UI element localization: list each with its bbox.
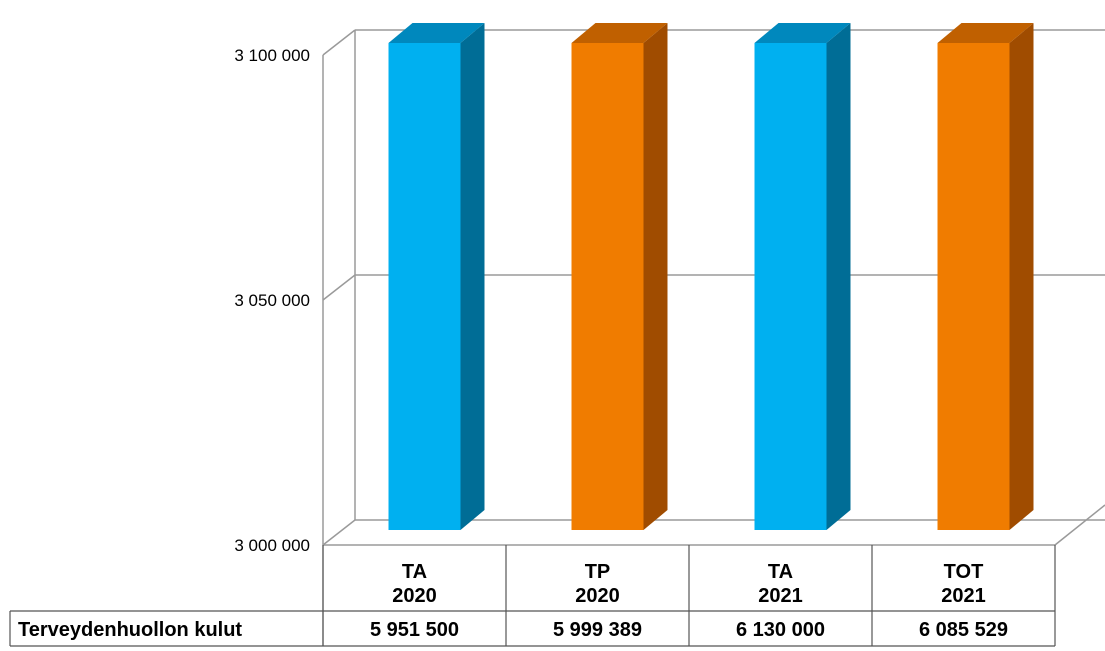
data-table-value: 6 130 000 <box>736 619 825 641</box>
series-name-label: Terveydenhuollon kulut <box>18 619 242 641</box>
data-table-value: 5 951 500 <box>370 619 459 641</box>
floor-right-edge <box>1054 504 1105 546</box>
x-category-label: TA 2020 <box>392 561 437 607</box>
bar-side <box>460 23 485 530</box>
gridline-depth <box>322 274 356 301</box>
y-tick-label: 3 100 000 <box>234 46 310 65</box>
y-tick-label: 3 000 000 <box>234 536 310 555</box>
x-category-label: TA 2021 <box>758 561 803 607</box>
gridline-depth <box>322 29 356 56</box>
bar-top <box>937 23 1034 43</box>
x-category-label: TOT 2021 <box>941 561 986 607</box>
y-tick-label: 3 050 000 <box>234 291 310 310</box>
x-category-label: TP 2020 <box>575 561 620 607</box>
chart-bars <box>388 23 1034 530</box>
data-table-value: 5 999 389 <box>553 619 642 641</box>
bar <box>388 43 461 530</box>
bar-top <box>388 23 485 43</box>
bar-side <box>826 23 851 530</box>
bar-side <box>643 23 668 530</box>
bar-top <box>571 23 668 43</box>
bar <box>571 43 644 530</box>
data-table: TA 2020 5 951 500 TP 2020 5 999 389 TA 2021 6 13… <box>9 545 1056 647</box>
y-axis-ticks: 3 000 000 3 050 000 3 100 000 <box>234 46 310 555</box>
bar-side <box>1009 23 1034 530</box>
data-table-value: 6 085 529 <box>919 619 1008 641</box>
gridline-depth <box>322 519 356 546</box>
bar-top <box>754 23 851 43</box>
bar <box>937 43 1010 530</box>
bar <box>754 43 827 530</box>
